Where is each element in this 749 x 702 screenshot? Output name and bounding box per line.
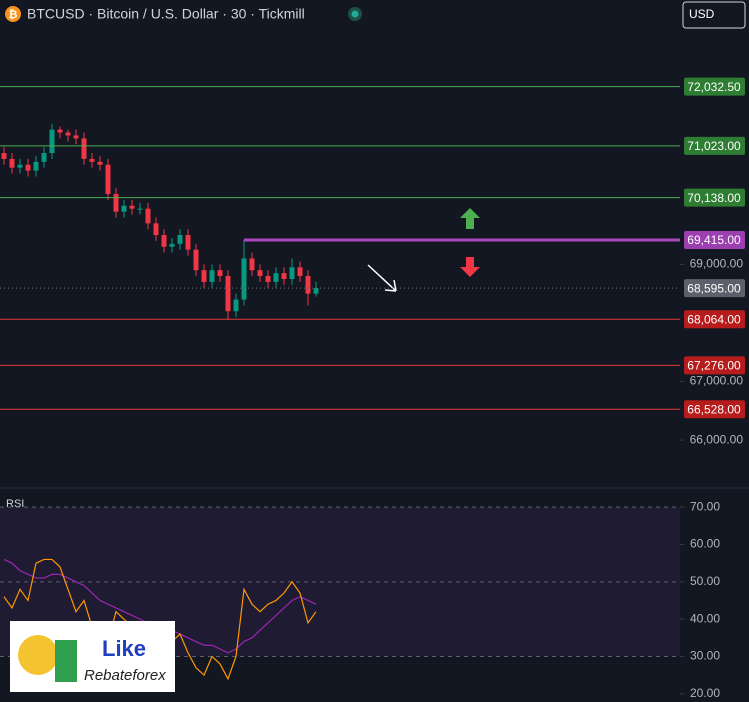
- candle-body: [9, 158, 15, 168]
- candle-body: [185, 235, 191, 250]
- coin-icon: [5, 6, 21, 22]
- candle-body: [137, 208, 143, 210]
- watermark-emoji: [18, 635, 58, 675]
- price-level-box: [684, 310, 745, 329]
- price-level-box: [684, 188, 745, 207]
- candle-body: [105, 164, 111, 195]
- price-level-box: [684, 231, 745, 250]
- status-dot: [351, 10, 359, 18]
- direction-arrow: [367, 264, 397, 292]
- price-level-label: 68,595.00: [687, 281, 741, 295]
- price-level-box: [684, 77, 745, 96]
- y-tick-label: 30.00: [690, 649, 720, 663]
- candle-body: [201, 270, 207, 282]
- up-arrow: [460, 208, 480, 229]
- price-level-box: [684, 356, 745, 375]
- candle-body: [33, 161, 39, 171]
- candle-body: [233, 299, 239, 312]
- y-tick-label: 20.00: [690, 686, 720, 700]
- y-tick-label: 69,000.00: [690, 257, 744, 271]
- candle-body: [121, 205, 127, 212]
- candle-body: [209, 270, 215, 282]
- watermark: Like Rebateforex: [10, 621, 175, 692]
- candle-body: [17, 164, 23, 168]
- price-level-label: 71,023.00: [687, 139, 741, 153]
- currency-box[interactable]: [682, 1, 746, 29]
- price-level-label: 70,138.00: [687, 191, 741, 205]
- price-level-label: 72,032.50: [687, 80, 741, 94]
- y-tick-label: 66,000.00: [690, 432, 744, 446]
- candle-body: [89, 158, 95, 162]
- candle-body: [289, 267, 295, 280]
- candle-body: [49, 129, 55, 154]
- down-arrow: [460, 257, 480, 277]
- symbol-title: BTCUSD · Bitcoin / U.S. Dollar · 30 · Ti…: [27, 6, 305, 22]
- y-tick-label: 60.00: [690, 537, 720, 551]
- candle-body: [57, 129, 63, 133]
- price-level-label: 66,528.00: [687, 402, 741, 416]
- candle-body: [169, 243, 175, 247]
- candle-body: [81, 138, 87, 159]
- y-tick-label: 70.00: [690, 499, 720, 513]
- candle-body: [313, 288, 319, 294]
- candle-body: [225, 276, 231, 312]
- price-level-label: 68,064.00: [687, 312, 741, 326]
- candle-body: [273, 273, 279, 282]
- candle-body: [305, 276, 311, 294]
- candle-body: [129, 205, 135, 209]
- candle-body: [153, 223, 159, 236]
- candle-body: [257, 270, 263, 277]
- candle-body: [281, 273, 287, 280]
- candle-body: [41, 153, 47, 162]
- price-level-box: [684, 400, 745, 419]
- candle-body: [145, 208, 151, 224]
- y-tick-label: 67,000.00: [690, 374, 744, 388]
- candle-body: [177, 235, 183, 244]
- price-level-box: [684, 279, 745, 298]
- watermark-brand: Rebateforex: [84, 667, 166, 684]
- arrows: [367, 208, 480, 292]
- candle-body: [1, 153, 7, 159]
- y-tick-label: 40.00: [690, 611, 720, 625]
- y-tick-label: 50.00: [690, 574, 720, 588]
- price-level-label: 67,276.00: [687, 359, 741, 373]
- candle-body: [161, 235, 167, 247]
- candle-body: [297, 267, 303, 277]
- coin-symbol: ₿: [9, 9, 18, 21]
- candle-body: [113, 194, 119, 212]
- watermark-like: Like: [102, 636, 146, 661]
- candle-body: [25, 164, 31, 171]
- candle-body: [193, 249, 199, 271]
- candle-body: [249, 258, 255, 271]
- candle-body: [217, 270, 223, 277]
- candle-body: [73, 135, 79, 139]
- price-level-box: [684, 136, 745, 155]
- candle-body: [65, 132, 71, 136]
- candle-body: [265, 276, 271, 282]
- currency[interactable]: USD: [689, 7, 715, 21]
- watermark-card: [55, 640, 77, 682]
- price-level-label: 69,415.00: [687, 233, 741, 247]
- candle-body: [241, 258, 247, 300]
- candle-body: [97, 161, 103, 165]
